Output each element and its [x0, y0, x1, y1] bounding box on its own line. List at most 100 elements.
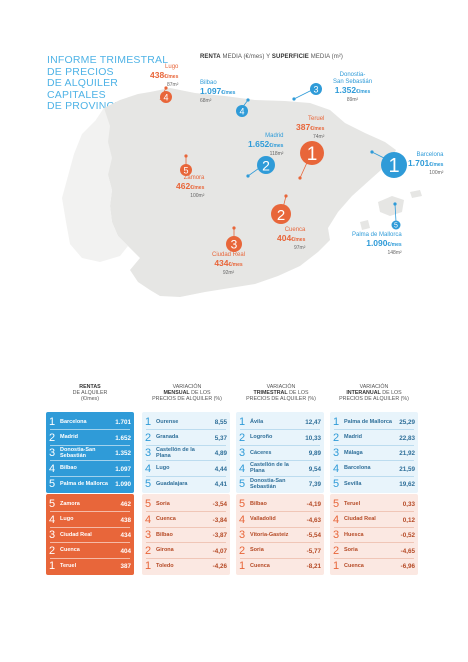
- header-line: RENTAS: [79, 384, 101, 390]
- row-divider: [146, 475, 226, 477]
- city-rent: 438€/mes: [150, 71, 178, 82]
- dot-palma: [393, 202, 397, 206]
- table-row: 5 Donostia-San Sebastián 7,39: [236, 477, 324, 492]
- row-city-name: Donostia-San Sebastián: [60, 446, 96, 459]
- dot-zamora: [184, 154, 188, 158]
- table-row: 3 Castellón de la Plana 4,89: [142, 446, 230, 461]
- city-rent-unit: €/mes: [291, 237, 306, 243]
- table-row: 2 Granada 5,37: [142, 431, 230, 446]
- city-rent-unit: €/mes: [387, 242, 402, 248]
- row-city-name: Teruel: [344, 500, 361, 507]
- badge-lugo-rank: 4: [163, 93, 168, 103]
- row-rank: 3: [48, 529, 56, 541]
- badge-teruel-rank: 1: [307, 144, 318, 165]
- row-divider: [50, 475, 130, 477]
- row-value: 4,41: [214, 481, 227, 488]
- city-rent: 1.352€/mes: [333, 86, 372, 97]
- row-value: 1.097: [115, 465, 131, 473]
- table-row: 1 Toledo -4,26: [142, 559, 230, 574]
- title-line: DE PRECIOS: [47, 65, 114, 78]
- city-area: 89m²: [346, 97, 359, 103]
- table-row: 5 Soria -3,54: [142, 497, 230, 512]
- mallorca-shape: [378, 196, 404, 216]
- city-rent-value: 1.701: [408, 158, 430, 168]
- row-city-name: Lugo: [60, 516, 74, 523]
- row-rank: 3: [332, 529, 340, 541]
- badge-lugo: [160, 91, 172, 103]
- row-city-name: Málaga: [344, 449, 363, 456]
- column-header-interanual: VARIACIÓN INTERANUAL DE LOS PRECIOS DE A…: [328, 384, 420, 403]
- row-rank: 2: [144, 431, 152, 444]
- city-name: Barcelona: [416, 152, 444, 158]
- row-value: 4,44: [214, 465, 227, 473]
- row-rank: 2: [48, 544, 56, 557]
- badge-ciudadreal-rank: 3: [231, 238, 238, 252]
- row-value: -4,26: [212, 563, 227, 570]
- header-line: DE LOS: [189, 390, 211, 397]
- row-divider: [240, 429, 320, 430]
- row-value: 0,33: [402, 501, 415, 508]
- row-rank: 4: [144, 462, 152, 475]
- table-row: 2 Girona -4,07: [142, 544, 230, 559]
- row-rank: 1: [238, 560, 246, 572]
- row-divider: [240, 444, 320, 446]
- dot-cuenca: [284, 194, 288, 198]
- row-divider: [146, 511, 226, 512]
- row-value: 1.652: [115, 434, 131, 442]
- table-row: 2 Soria -4,65: [330, 544, 418, 559]
- row-value: 21,59: [399, 465, 415, 473]
- row-divider: [240, 475, 320, 477]
- row-value: 10,33: [305, 434, 321, 442]
- header-line: VARIACIÓN: [359, 384, 389, 390]
- row-value: -3,87: [212, 532, 227, 539]
- table-row: 4 Ciudad Real 0,12: [330, 513, 418, 528]
- row-rank: 4: [238, 513, 246, 526]
- column-header-trimestral: VARIACIÓN TRIMESTRAL DE LOS PRECIOS DE A…: [236, 384, 326, 403]
- menorca-shape: [410, 190, 422, 198]
- row-rank: 1: [332, 560, 340, 572]
- table-row: 1 Ávila 12,47: [236, 415, 324, 430]
- row-rank: 2: [48, 431, 56, 444]
- row-rank: 2: [238, 431, 246, 444]
- row-value: -5,77: [306, 547, 321, 555]
- row-city-name: Cuenca: [344, 562, 364, 569]
- table-row: 4 Castellón de la Plana 9,54: [236, 462, 324, 477]
- row-divider: [240, 542, 320, 543]
- row-value: 9,89: [308, 450, 321, 457]
- city-name: San Sebastián: [333, 79, 373, 85]
- map-subtitle: RENTA MEDIA (€/mes) Y SUPERFICIE MEDIA (…: [200, 54, 343, 60]
- row-divider: [334, 557, 414, 559]
- city-name: Teruel: [308, 116, 325, 122]
- badge-palma-rank: 5: [394, 223, 398, 230]
- row-city-name: Ávila: [250, 418, 264, 425]
- row-rank: 5: [238, 498, 246, 510]
- row-rank: 5: [144, 498, 152, 510]
- row-value: -4,65: [400, 547, 415, 555]
- city-name: Cuenca: [284, 227, 306, 233]
- city-label-lugo: Lugo 438€/mes 87m²: [150, 64, 178, 89]
- header-line-bold: TRIMESTRAL: [253, 390, 288, 397]
- row-rank: 4: [332, 462, 340, 475]
- row-city-name: Bilbao: [60, 465, 77, 472]
- row-rank: 4: [48, 513, 56, 526]
- badge-donostia-rank: 3: [313, 85, 318, 95]
- row-rank: 4: [332, 513, 340, 526]
- city-rent: 1.701€/mes: [408, 159, 443, 170]
- row-divider: [50, 542, 130, 543]
- row-divider: [146, 557, 226, 559]
- row-city-name: Palma de Mallorca: [344, 418, 392, 425]
- title-line: INFORME TRIMESTRAL: [47, 54, 169, 66]
- city-rent-unit: €/mes: [310, 126, 325, 132]
- row-divider: [334, 475, 414, 477]
- spain-map: 4 4 3 1 2 1 5 2 3 5: [62, 83, 422, 297]
- city-name: Bilbao: [200, 80, 217, 86]
- row-rank: 3: [238, 529, 246, 541]
- subtitle-text: MEDIA (m²): [308, 54, 344, 60]
- connector-palma: [394, 203, 397, 223]
- city-name: Lugo: [165, 64, 179, 70]
- row-divider: [50, 526, 130, 528]
- row-divider: [334, 460, 414, 461]
- row-city-name: Bilbao: [156, 531, 173, 538]
- city-label-donostia: Donostia- San Sebastián 1.352€/mes 89m²: [333, 72, 372, 104]
- row-rank: 5: [48, 478, 56, 490]
